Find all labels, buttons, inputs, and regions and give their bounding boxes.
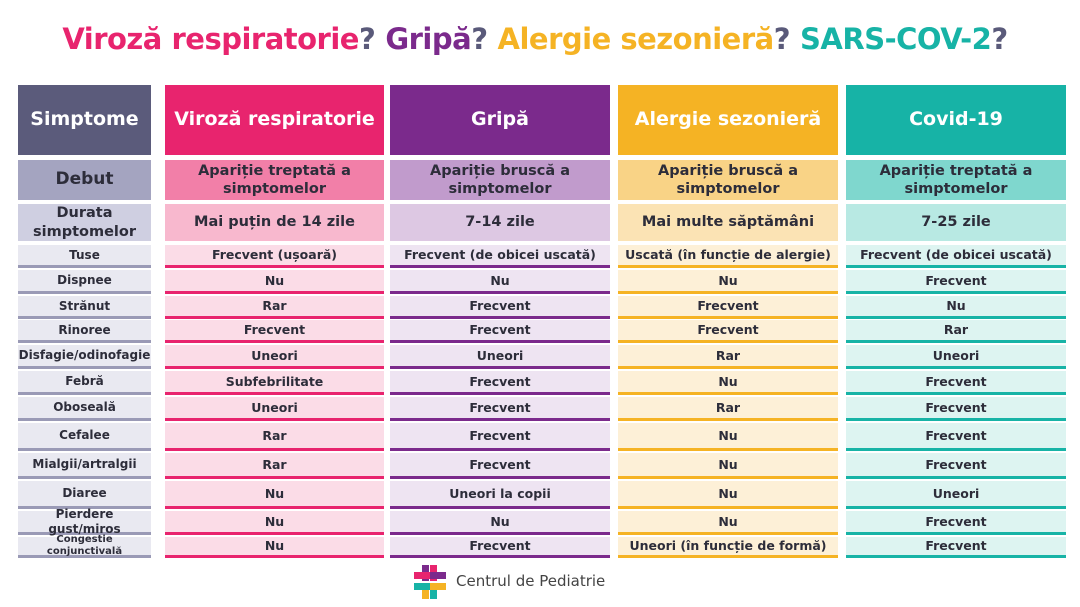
tier-cell: Durata simptomelor [18, 204, 151, 241]
title-part: Viroză respiratorie [62, 22, 359, 56]
logo [414, 565, 446, 599]
symptom-cell: Uneori [165, 397, 384, 421]
symptom-cell: Rar [165, 453, 384, 479]
symptom-cell: Nu [165, 511, 384, 535]
symptom-cell: Frecvent [618, 296, 838, 319]
symptom-cell: Rar [618, 397, 838, 421]
symptom-cell: Nu [618, 371, 838, 395]
symptom-cell: Uneori (în funcție de formă) [618, 537, 838, 558]
symptom-cell: Nu [165, 481, 384, 509]
symptom-cell: Frecvent [846, 511, 1066, 535]
header-cell: Gripă [390, 85, 610, 155]
symptom-cell: Uneori la copii [390, 481, 610, 509]
symptom-cell: Frecvent (de obicei uscată) [846, 245, 1066, 268]
symptom-cell: Nu [165, 270, 384, 294]
symptom-cell: Disfagie/odinofagie [18, 345, 151, 369]
symptom-cell: Frecvent [390, 423, 610, 451]
symptom-cell: Nu [618, 453, 838, 479]
header-cell: Viroză respiratorie [165, 85, 384, 155]
header-cell: Covid-19 [846, 85, 1066, 155]
symptom-cell: Nu [618, 423, 838, 451]
tier-cell: Apariție treptată a simptomelor [846, 160, 1066, 200]
tier-cell: Mai puțin de 14 zile [165, 204, 384, 241]
symptom-cell: Nu [618, 481, 838, 509]
brand: Centrul de Pediatrie [456, 572, 606, 590]
symptom-cell: Nu [390, 511, 610, 535]
symptom-cell: Frecvent [165, 320, 384, 343]
tier-cell: Mai multe săptămâni [618, 204, 838, 241]
symptom-cell: Rar [165, 423, 384, 451]
symptom-cell: Frecvent [390, 537, 610, 558]
symptom-cell: Rar [618, 345, 838, 369]
symptom-cell: Nu [846, 296, 1066, 319]
symptom-cell: Frecvent [390, 453, 610, 479]
title-separator: ? [991, 22, 1008, 56]
symptom-cell: Dispnee [18, 270, 151, 294]
symptom-cell: Frecvent [846, 371, 1066, 395]
title-part: Gripă [385, 22, 472, 56]
symptom-cell: Oboseală [18, 397, 151, 421]
symptom-cell: Mialgii/artralgii [18, 453, 151, 479]
symptom-cell: Frecvent [390, 371, 610, 395]
symptom-cell: Frecvent [390, 397, 610, 421]
title-separator: ? [358, 22, 376, 56]
title-separator: ? [471, 22, 488, 56]
symptom-cell: Frecvent [846, 453, 1066, 479]
symptom-cell: Nu [165, 537, 384, 558]
symptom-cell: Subfebrilitate [165, 371, 384, 395]
title-part: Alergie sezonieră [497, 22, 775, 56]
symptom-cell: Cefalee [18, 423, 151, 451]
title-separator: ? [773, 22, 791, 56]
symptom-cell: Frecvent (ușoară) [165, 245, 384, 268]
symptom-cell: Frecvent [846, 423, 1066, 451]
symptom-cell: Uscată (în funcție de alergie) [618, 245, 838, 268]
title: Viroză respiratorie? Gripă? Alergie sezoni… [0, 22, 1080, 56]
symptom-cell: Tuse [18, 245, 151, 268]
symptom-cell: Frecvent [618, 320, 838, 343]
tier-cell: 7-25 zile [846, 204, 1066, 241]
symptom-cell: Diaree [18, 481, 151, 509]
symptom-cell: Frecvent (de obicei uscată) [390, 245, 610, 268]
symptom-cell: Rar [846, 320, 1066, 343]
symptom-cell: Uneori [846, 481, 1066, 509]
symptom-cell: Congestie conjunctivală [18, 534, 151, 558]
symptom-cell: Pierdere gust/miros [18, 507, 151, 536]
tier-cell: 7-14 zile [390, 204, 610, 241]
symptom-cell: Nu [390, 270, 610, 294]
symptom-cell: Strănut [18, 296, 151, 319]
header-cell: Simptome [18, 85, 151, 155]
header-cell: Alergie sezonieră [618, 85, 838, 155]
title-part: SARS-COV-2 [800, 22, 992, 56]
symptom-cell: Frecvent [846, 270, 1066, 294]
symptom-cell: Uneori [846, 345, 1066, 369]
symptom-cell: Uneori [390, 345, 610, 369]
symptom-cell: Frecvent [390, 320, 610, 343]
tier-cell: Apariție treptată a simptomelor [165, 160, 384, 200]
symptom-cell: Uneori [165, 345, 384, 369]
tier-cell: Apariție bruscă a simptomelor [618, 160, 838, 200]
tier-cell: Apariție bruscă a simptomelor [390, 160, 610, 200]
symptom-cell: Frecvent [390, 296, 610, 319]
symptom-cell: Rar [165, 296, 384, 319]
symptom-cell: Frecvent [846, 397, 1066, 421]
tier-cell: Debut [18, 160, 151, 200]
symptom-cell: Febră [18, 371, 151, 395]
symptom-cell: Nu [618, 270, 838, 294]
symptom-cell: Nu [618, 511, 838, 535]
symptom-cell: Frecvent [846, 537, 1066, 558]
symptom-cell: Rinoree [18, 320, 151, 343]
